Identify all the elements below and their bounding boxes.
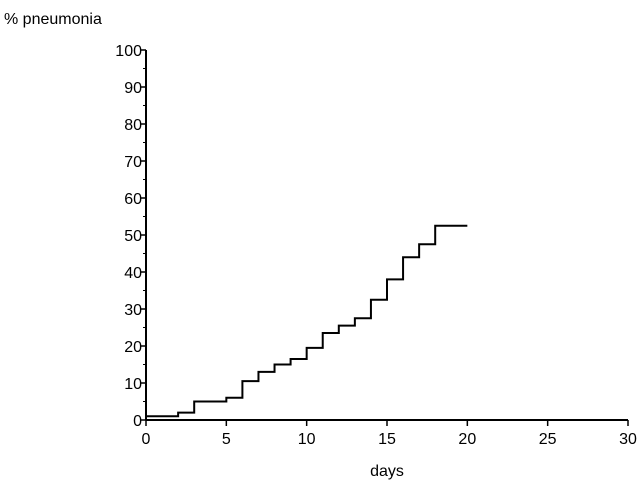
y-tick-label-50: 50 bbox=[124, 228, 142, 245]
x-tick-label-0: 0 bbox=[142, 431, 151, 448]
x-tick-label-15: 15 bbox=[378, 431, 396, 448]
x-tick-label-5: 5 bbox=[222, 431, 231, 448]
y-tick-label-70: 70 bbox=[124, 154, 142, 171]
x-tick-label-25: 25 bbox=[539, 431, 557, 448]
y-tick-label-40: 40 bbox=[124, 265, 142, 282]
y-tick-label-80: 80 bbox=[124, 117, 142, 134]
y-tick-label-100: 100 bbox=[115, 43, 142, 60]
x-tick-label-20: 20 bbox=[458, 431, 476, 448]
y-tick-label-30: 30 bbox=[124, 302, 142, 319]
y-tick-label-20: 20 bbox=[124, 339, 142, 356]
x-axis-title: days bbox=[370, 463, 404, 480]
x-tick-label-10: 10 bbox=[298, 431, 316, 448]
y-tick-label-60: 60 bbox=[124, 191, 142, 208]
y-tick-label-0: 0 bbox=[133, 413, 142, 430]
ticks: 0 10 20 30 40 50 60 70 80 90 100 0 5 10 15 20 25 30 bbox=[115, 43, 637, 448]
series bbox=[146, 224, 468, 418]
axes bbox=[145, 50, 628, 421]
y-tick-label-10: 10 bbox=[124, 376, 142, 393]
step-line-series-0 bbox=[146, 224, 468, 418]
x-tick-label-30: 30 bbox=[619, 431, 637, 448]
y-tick-label-90: 90 bbox=[124, 80, 142, 97]
y-axis-title: % pneumonia bbox=[4, 11, 102, 28]
